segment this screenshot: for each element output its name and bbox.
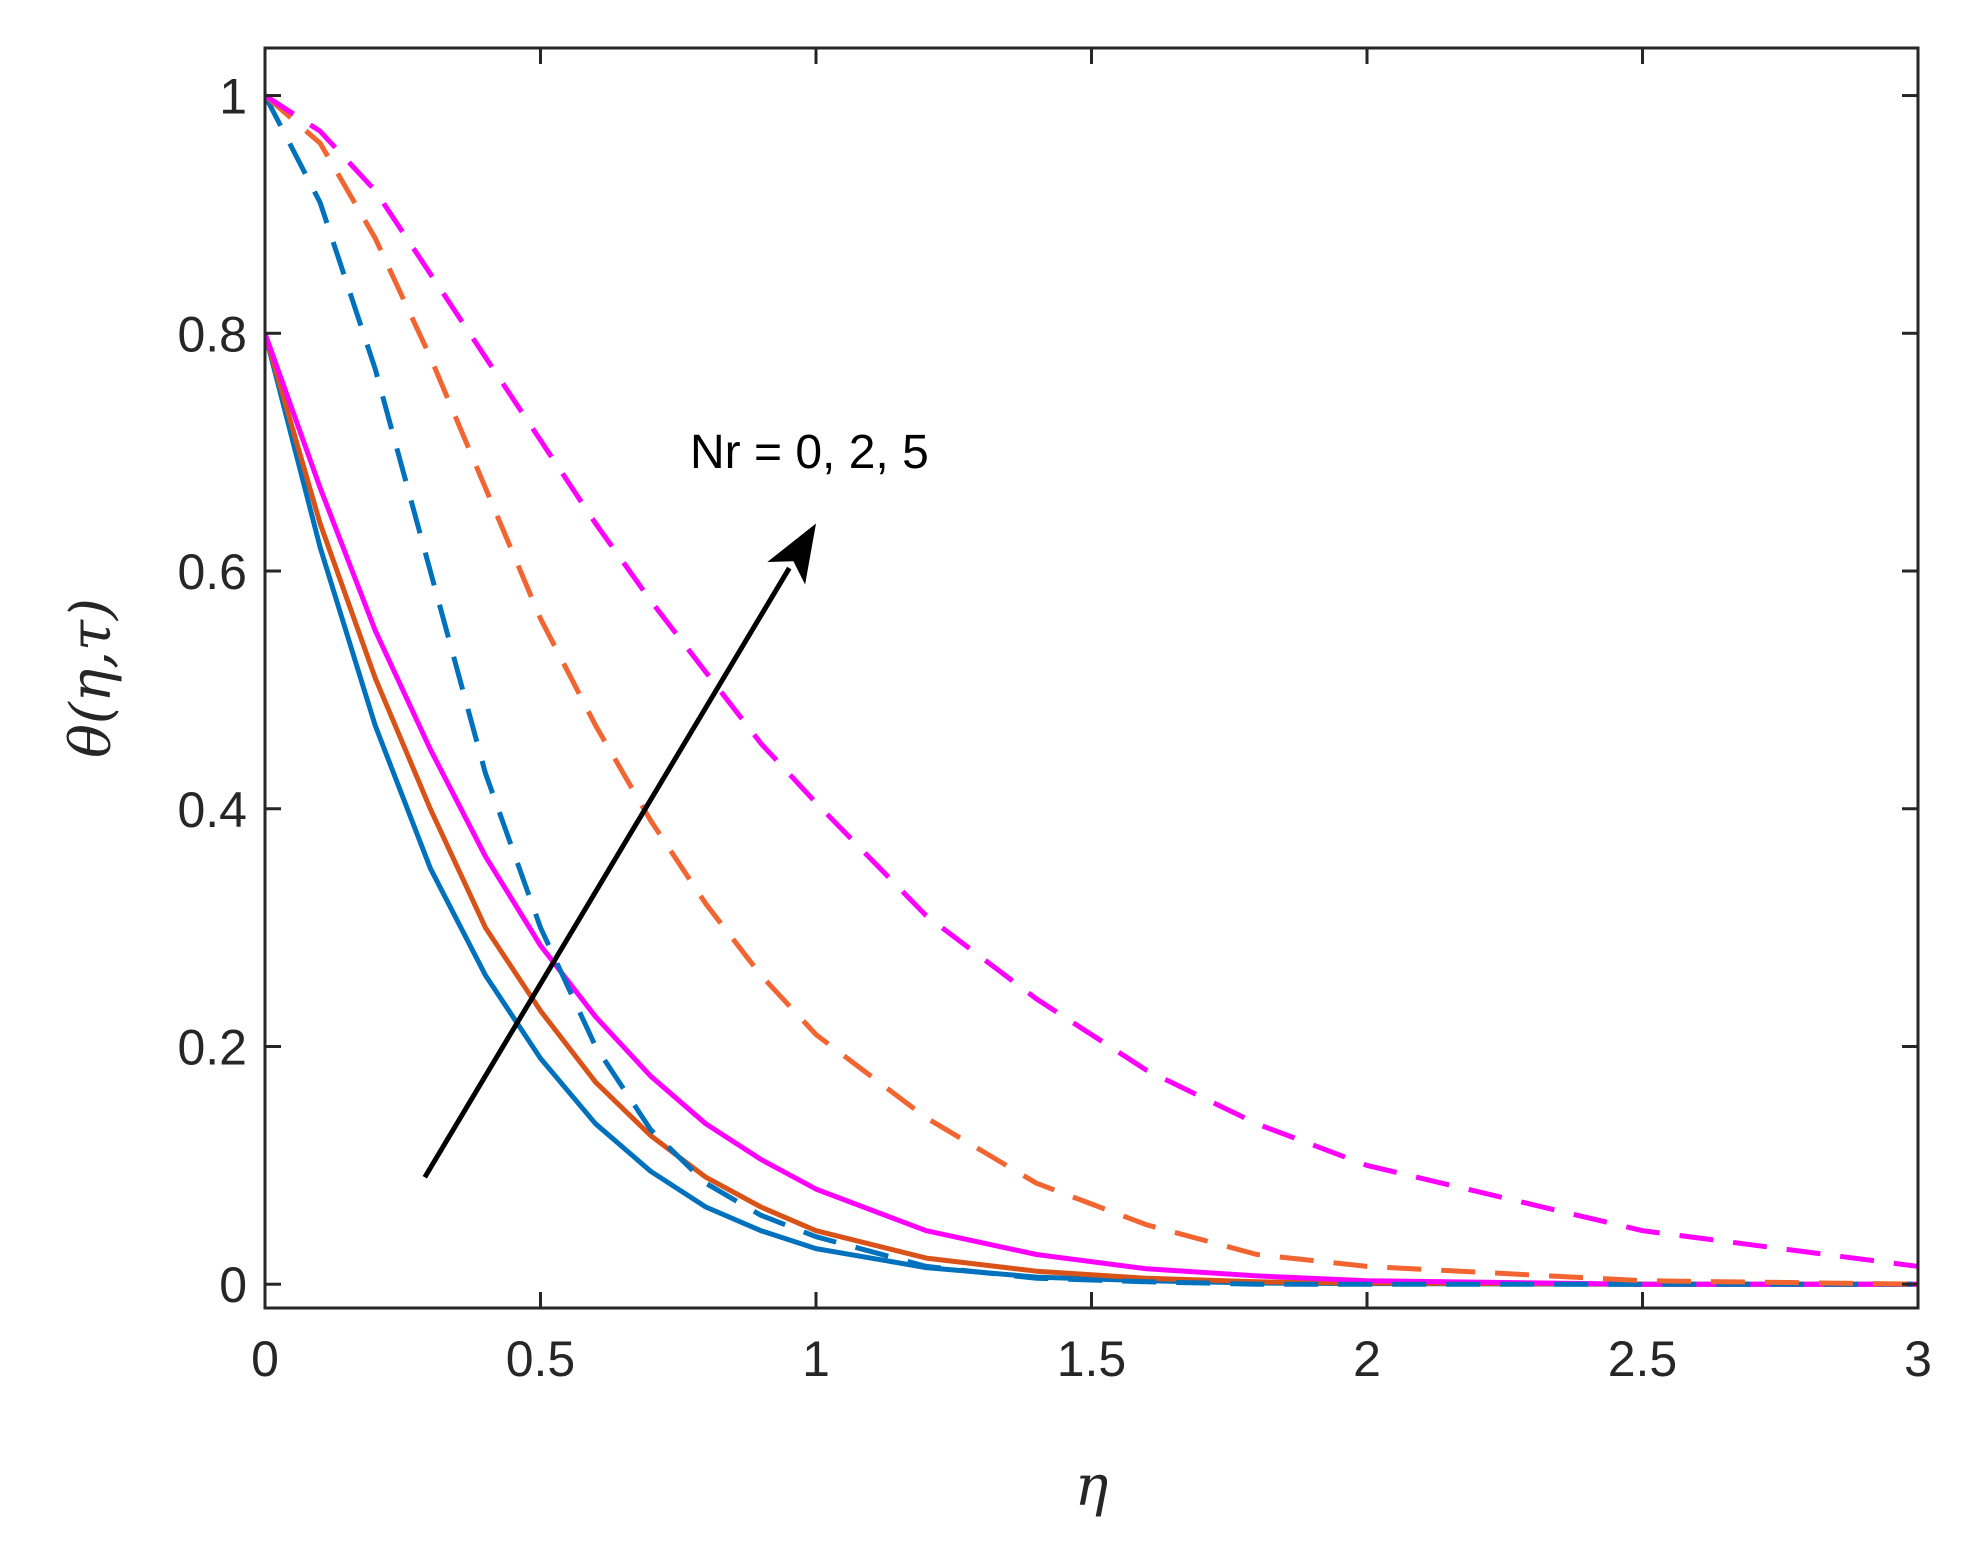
x-tick-label: 1 — [802, 1331, 830, 1387]
y-tick-label: 0 — [219, 1257, 247, 1313]
series-line-5-dashed — [265, 93, 1918, 1287]
y-tick-label: 0.4 — [177, 782, 247, 838]
ticks-layer: 0 0.5 1 1.5 2 2.5 3 0 0.2 0.4 0.6 0.8 1 — [177, 48, 1932, 1387]
y-tick-label: 0.2 — [177, 1019, 247, 1075]
series-layer — [265, 93, 1918, 1287]
series-line-2-solid — [265, 332, 1918, 1287]
y-tick-label: 1 — [219, 69, 247, 125]
y-tick-label: 0.6 — [177, 544, 247, 600]
annotation-text: Nr = 0, 2, 5 — [690, 426, 929, 479]
series-line-4-dashed — [265, 94, 1918, 1287]
annotation-arrow-head — [767, 523, 816, 585]
annotation-layer: Nr = 0, 2, 5 — [422, 426, 929, 1179]
series-line-3-solid — [265, 332, 1918, 1287]
x-tick-label: 3 — [1904, 1331, 1932, 1387]
x-tick-label: 0.5 — [506, 1331, 576, 1387]
x-tick-label: 2.5 — [1608, 1331, 1678, 1387]
x-axis-label: η — [1075, 1454, 1109, 1519]
x-tick-label: 2 — [1353, 1331, 1381, 1387]
y-tick-label: 0.8 — [177, 306, 247, 362]
x-tick-label: 1.5 — [1057, 1331, 1127, 1387]
annotation-arrow-shaft — [422, 566, 792, 1179]
y-axis-label: θ(η,τ) — [59, 598, 124, 758]
series-line-6-dashed — [265, 93, 1918, 1269]
x-tick-label: 0 — [251, 1331, 279, 1387]
